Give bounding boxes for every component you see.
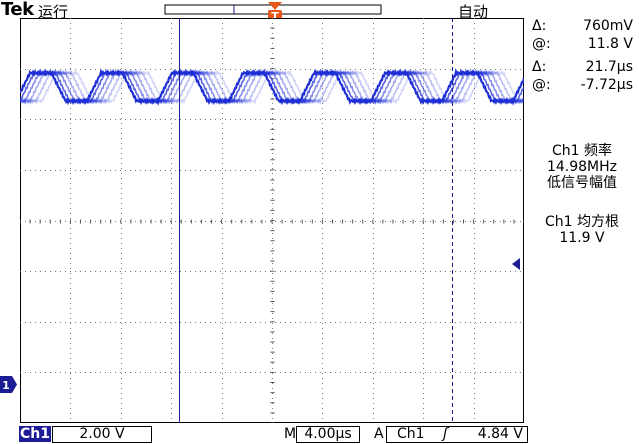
measurement-title: Ch1 均方根 — [544, 214, 619, 230]
volts-per-div[interactable]: 2.00 V — [52, 426, 152, 443]
measurement-value: 11.9 V — [559, 230, 605, 246]
waveform-trace-persist — [20, 69, 524, 105]
cursor-delta-t-value: 21.7µs — [585, 59, 633, 75]
cursor-at-v-label: @: — [532, 36, 551, 52]
cursor-at-t-label: @: — [532, 77, 551, 93]
trigger-level: 4.84 V — [477, 426, 523, 442]
timebase-label: M — [284, 426, 297, 442]
brand-logo: Tek — [1, 0, 34, 20]
cursor-delta-v-value: 760mV — [583, 18, 633, 34]
waveform-trace — [20, 68, 524, 106]
cursor-delta-t-label: Δ: — [532, 59, 547, 75]
timebase-value[interactable]: 4.00µs — [296, 426, 360, 443]
trigger-slope-icon: ʃ — [443, 426, 448, 442]
cursor-delta-v-label: Δ: — [532, 18, 547, 34]
acquire-mode: 自动 — [458, 3, 489, 21]
waveform-trace-persist — [20, 69, 524, 105]
bottom-status-bar: Ch1 2.00 V M 4.00µs A Ch1 ʃ 4.84 V — [0, 425, 639, 444]
waveform-trace-persist — [20, 69, 524, 105]
waveform-trace-persist — [20, 69, 524, 105]
waveform-graticule[interactable] — [20, 18, 524, 423]
measurement-note: 低信号幅值 — [547, 175, 617, 191]
svg-text:T: T — [271, 10, 279, 23]
measurement-title: Ch1 频率 — [551, 143, 612, 159]
trigger-channel: Ch1 — [397, 426, 425, 442]
cursor-at-t-value: -7.72µs — [580, 77, 633, 93]
measurement-frequency[interactable]: Ch1 频率 14.98MHz 低信号幅值 — [528, 143, 636, 191]
trigger-mode-label: A — [374, 426, 384, 442]
run-state: 运行 — [38, 3, 69, 21]
measurement-value: 14.98MHz — [546, 159, 618, 175]
channel-tag[interactable]: Ch1 — [19, 426, 51, 442]
trigger-settings[interactable]: Ch1 ʃ 4.84 V — [386, 426, 528, 443]
svg-text:1: 1 — [2, 379, 10, 392]
measurement-rms[interactable]: Ch1 均方根 11.9 V — [528, 214, 636, 246]
trigger-level-icon[interactable] — [511, 258, 521, 270]
ch1-ground-marker[interactable]: 1 — [0, 376, 17, 393]
cursor-at-v-value: 11.8 V — [587, 36, 633, 52]
